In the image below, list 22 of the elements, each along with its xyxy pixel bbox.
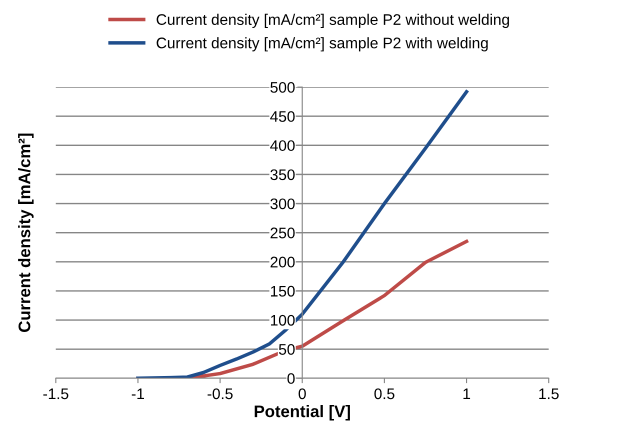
y-tick-label: 300 bbox=[270, 198, 295, 210]
legend-label: Current density [mA/cm²] sample P2 with welding bbox=[156, 37, 488, 52]
x-tick-label: 1 bbox=[463, 388, 470, 400]
x-tick-label: 0.5 bbox=[374, 388, 394, 400]
y-tick-label: 500 bbox=[270, 82, 295, 93]
y-tick-label: 150 bbox=[270, 286, 295, 297]
y-tick-label: 200 bbox=[270, 256, 295, 268]
x-tick-label: 1.5 bbox=[539, 388, 559, 400]
x-tick-label: -1.5 bbox=[43, 388, 68, 400]
x-tick-label: 0 bbox=[298, 388, 306, 400]
legend-label: Current density [mA/cm²] sample P2 without welding bbox=[156, 14, 509, 28]
x-tick-label: -1 bbox=[132, 388, 144, 400]
y-tick-label: 0 bbox=[287, 373, 295, 384]
y-axis-title: Current density [mA/cm²] bbox=[18, 134, 34, 332]
y-tick-label: 250 bbox=[270, 228, 295, 238]
y-tick-label: 450 bbox=[270, 111, 295, 122]
x-tick-label: -0.5 bbox=[208, 388, 233, 400]
y-tick-label: 400 bbox=[270, 140, 295, 152]
x-axis-title: Potential [V] bbox=[254, 404, 350, 421]
y-tick-label: 50 bbox=[278, 344, 295, 355]
y-tick-label: 100 bbox=[270, 314, 295, 326]
y-tick-label: 350 bbox=[270, 169, 295, 180]
